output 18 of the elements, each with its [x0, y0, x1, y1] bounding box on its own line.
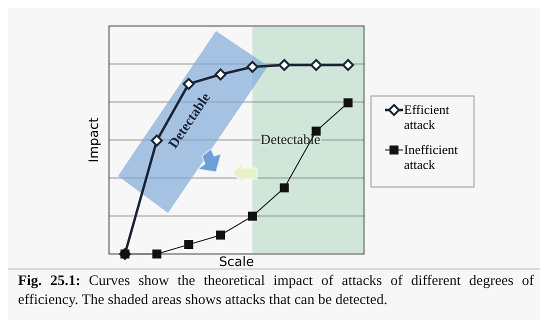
point [278, 59, 290, 71]
legend-label: Inefficient attack [404, 142, 458, 172]
caption: Fig. 25.1: [18, 273, 80, 289]
x-axis-title: Scale [219, 255, 254, 270]
point [344, 98, 353, 108]
point [214, 68, 227, 80]
point [184, 240, 194, 250]
point [310, 59, 322, 71]
y-axis-title: Impact [87, 118, 102, 162]
point [182, 78, 195, 90]
legend-label: Efficient attack [404, 102, 450, 132]
point [280, 183, 289, 192]
point [248, 212, 257, 221]
point [246, 60, 258, 73]
point [216, 230, 226, 240]
point [150, 134, 163, 147]
point [152, 250, 162, 258]
point [342, 59, 354, 71]
